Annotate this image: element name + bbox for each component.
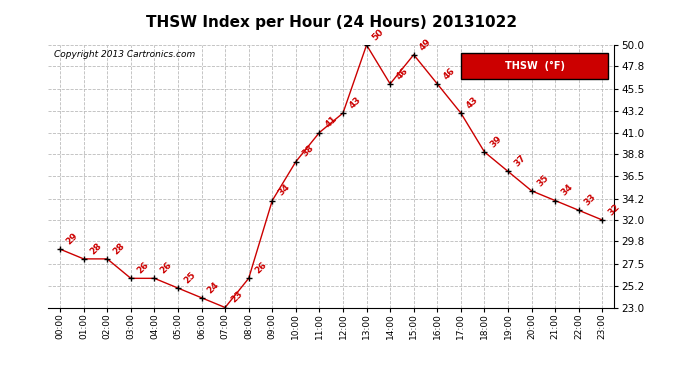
Text: 35: 35 bbox=[535, 173, 551, 188]
Text: 34: 34 bbox=[277, 183, 292, 198]
Text: 46: 46 bbox=[394, 66, 410, 81]
Text: 50: 50 bbox=[371, 27, 386, 42]
Text: 32: 32 bbox=[607, 202, 622, 217]
Text: 24: 24 bbox=[206, 280, 221, 295]
Text: 23: 23 bbox=[229, 290, 244, 305]
FancyBboxPatch shape bbox=[462, 53, 609, 79]
Text: THSW  (°F): THSW (°F) bbox=[505, 61, 565, 71]
Text: 34: 34 bbox=[560, 183, 575, 198]
Text: 41: 41 bbox=[324, 114, 339, 130]
Text: 29: 29 bbox=[64, 231, 79, 246]
Text: 26: 26 bbox=[159, 260, 174, 276]
Text: Copyright 2013 Cartronics.com: Copyright 2013 Cartronics.com bbox=[54, 50, 195, 59]
Text: 49: 49 bbox=[418, 37, 433, 52]
Text: 25: 25 bbox=[182, 270, 197, 285]
Text: 33: 33 bbox=[583, 192, 598, 207]
Text: 43: 43 bbox=[465, 95, 480, 110]
Text: THSW Index per Hour (24 Hours) 20131022: THSW Index per Hour (24 Hours) 20131022 bbox=[146, 15, 517, 30]
Text: 28: 28 bbox=[88, 241, 103, 256]
Text: 43: 43 bbox=[347, 95, 362, 110]
Text: 46: 46 bbox=[442, 66, 457, 81]
Text: 39: 39 bbox=[489, 134, 504, 149]
Text: 37: 37 bbox=[512, 153, 527, 169]
Text: 28: 28 bbox=[111, 241, 126, 256]
Text: 38: 38 bbox=[300, 144, 315, 159]
Text: 26: 26 bbox=[253, 260, 268, 276]
Text: 26: 26 bbox=[135, 260, 150, 276]
